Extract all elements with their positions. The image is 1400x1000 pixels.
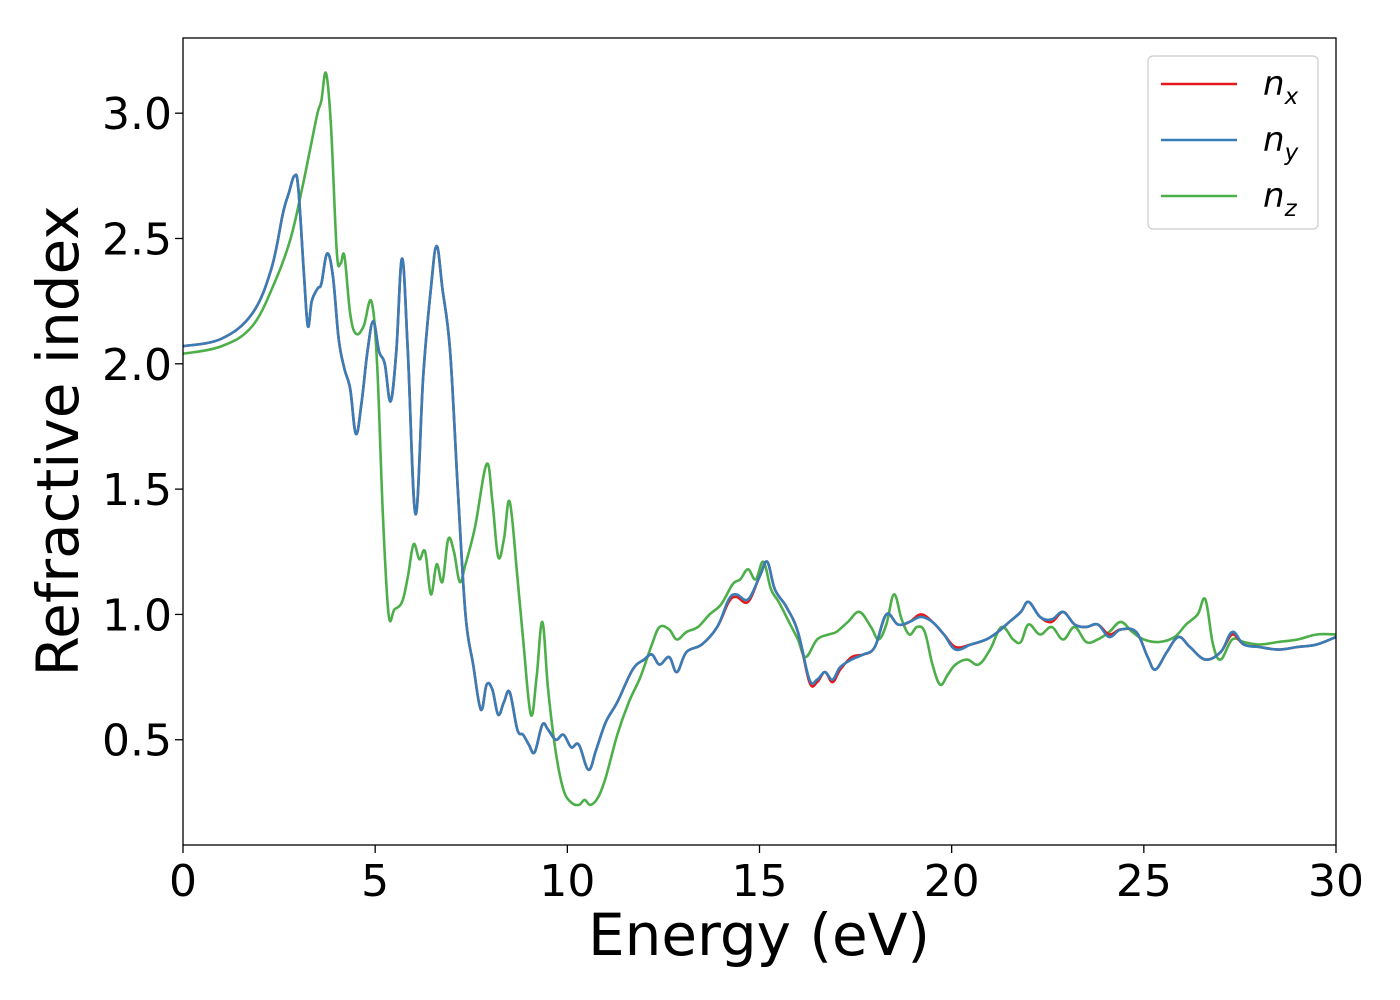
y-tick-label: 1.0 — [102, 590, 172, 641]
plot-background — [183, 38, 1336, 845]
x-tick-label: 15 — [732, 856, 788, 907]
y-axis-ticks: 0.5 1.0 1.5 2.0 2.5 3.0 — [102, 89, 183, 767]
y-tick-label: 2.5 — [102, 214, 172, 265]
x-tick-label: 5 — [361, 856, 389, 907]
legend-label-z: nz — [1263, 176, 1298, 222]
y-tick-label: 0.5 — [102, 716, 172, 767]
x-tick-label: 30 — [1308, 856, 1364, 907]
x-axis-ticks: 0 5 10 15 20 25 30 — [169, 845, 1364, 907]
y-tick-label: 3.0 — [102, 89, 172, 140]
series-layer — [182, 71, 1337, 807]
legend-label-x: nx — [1263, 64, 1299, 110]
series-line-y — [182, 173, 1337, 772]
y-axis-title: Refractive index — [24, 205, 92, 676]
x-tick-label: 25 — [1116, 856, 1172, 907]
x-axis-title: Energy (eV) — [588, 901, 930, 969]
series-line-z — [182, 71, 1337, 807]
x-tick-label: 20 — [924, 856, 980, 907]
legend: nx ny nz — [1147, 55, 1319, 230]
y-tick-label: 2.0 — [102, 340, 172, 391]
x-tick-label: 10 — [539, 856, 595, 907]
x-tick-label: 0 — [169, 856, 197, 907]
legend-label-y: ny — [1263, 120, 1299, 166]
legend-box — [1147, 55, 1319, 230]
y-tick-label: 1.5 — [102, 465, 172, 516]
